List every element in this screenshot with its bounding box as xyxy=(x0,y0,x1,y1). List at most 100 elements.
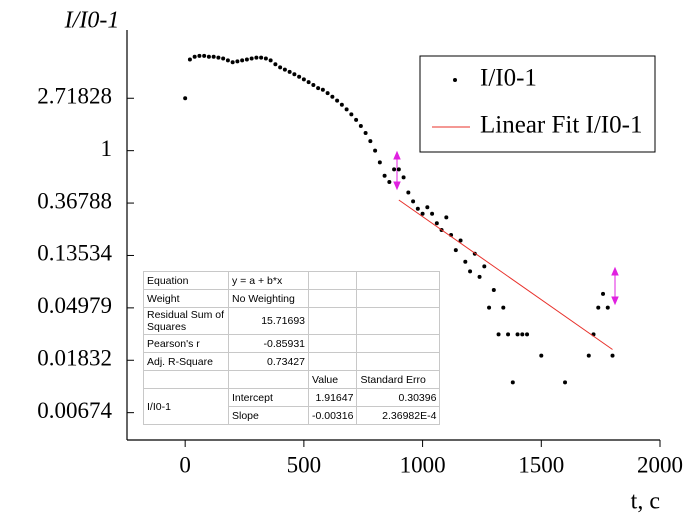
x-tick-label: 500 xyxy=(287,452,322,477)
x-tick-label: 0 xyxy=(179,452,191,477)
data-point xyxy=(520,332,525,337)
data-point xyxy=(311,83,316,88)
data-point xyxy=(335,98,340,103)
data-point xyxy=(358,124,363,129)
data-point xyxy=(225,58,230,63)
table-cell xyxy=(143,370,229,389)
data-point xyxy=(411,199,416,204)
table-cell xyxy=(356,289,441,308)
table-row: I/I0-1 Intercept 1.91647 0.30396 xyxy=(143,388,441,425)
data-point xyxy=(491,288,496,293)
data-point xyxy=(330,94,335,99)
table-cell: Pearson's r xyxy=(143,334,229,353)
table-cell xyxy=(356,271,441,290)
data-point xyxy=(278,65,283,70)
data-point xyxy=(430,211,435,216)
table-cell xyxy=(307,271,358,290)
data-point xyxy=(425,205,430,210)
data-point xyxy=(297,74,302,79)
data-point xyxy=(415,206,420,211)
data-point xyxy=(496,332,501,337)
table-cell: Weight xyxy=(143,289,229,308)
table-cell xyxy=(228,370,309,389)
data-point xyxy=(382,173,387,178)
legend-label: I/I0-1 xyxy=(480,65,537,92)
table-cell: -0.00316 xyxy=(307,406,358,425)
legend-label: Linear Fit I/I0-1 xyxy=(480,112,642,139)
x-tick-label: 1500 xyxy=(518,452,564,477)
data-point xyxy=(263,56,268,61)
data-point xyxy=(235,59,240,64)
data-point xyxy=(197,53,202,58)
data-point xyxy=(463,259,468,264)
table-row: Weight No Weighting xyxy=(143,289,441,308)
y-tick-label: 0.00674 xyxy=(37,398,112,423)
data-point xyxy=(596,305,601,310)
data-point xyxy=(183,96,188,101)
data-point xyxy=(482,264,487,269)
table-cell xyxy=(307,334,358,353)
data-point xyxy=(268,58,273,63)
table-cell: Slope xyxy=(228,406,309,425)
stats-table: Equation y = a + b*x Weight No Weighting Res… xyxy=(143,271,441,425)
table-cell: -0.85931 xyxy=(228,334,309,353)
table-cell xyxy=(307,307,358,335)
data-point xyxy=(453,248,458,253)
data-point xyxy=(515,332,520,337)
table-row: Residual Sum of Squares 15.71693 xyxy=(143,307,441,335)
table-cell: Equation xyxy=(143,271,229,290)
data-point xyxy=(339,102,344,107)
x-tick-label: 2000 xyxy=(637,452,683,477)
table-cell: Residual Sum of Squares xyxy=(143,307,229,335)
data-point xyxy=(320,87,325,92)
data-point xyxy=(202,53,207,58)
table-cell: Standard Erro xyxy=(356,370,441,389)
data-point xyxy=(468,269,473,274)
data-point xyxy=(444,215,449,220)
data-point xyxy=(192,54,197,59)
table-row: Adj. R-Square 0.73427 xyxy=(143,352,441,371)
data-point xyxy=(586,353,591,358)
data-point xyxy=(487,305,492,310)
table-cell: 0.73427 xyxy=(228,352,309,371)
data-point xyxy=(282,67,287,72)
data-point xyxy=(373,148,378,153)
table-cell xyxy=(307,352,358,371)
data-point xyxy=(230,60,235,65)
data-point xyxy=(221,56,226,61)
data-point xyxy=(325,91,330,96)
legend-box xyxy=(419,55,656,153)
data-point xyxy=(501,305,506,310)
data-point xyxy=(563,380,568,385)
data-point xyxy=(368,139,373,144)
y-tick-label: 0.04979 xyxy=(37,293,112,318)
data-point xyxy=(292,72,297,77)
data-point xyxy=(510,380,515,385)
y-tick-label: 1 xyxy=(101,136,113,161)
table-cell: 15.71693 xyxy=(228,307,309,335)
data-point xyxy=(377,160,382,165)
fit-line xyxy=(398,199,613,350)
y-tick-label: 0.01832 xyxy=(37,346,112,371)
y-tick-label: 0.13534 xyxy=(37,241,112,266)
data-point xyxy=(216,55,221,60)
data-point xyxy=(539,353,544,358)
data-point xyxy=(401,175,406,180)
x-tick-label: 1000 xyxy=(400,452,446,477)
data-point xyxy=(344,107,349,112)
table-cell: 1.91647 xyxy=(307,388,358,407)
table-cell: 2.36982E-4 xyxy=(356,406,441,425)
table-cell: Adj. R-Square xyxy=(143,352,229,371)
table-cell: y = a + b*x xyxy=(228,271,309,290)
table-cell xyxy=(356,352,441,371)
table-cell xyxy=(356,307,441,335)
data-point xyxy=(244,57,249,62)
data-point xyxy=(259,55,264,60)
data-point xyxy=(206,54,211,59)
data-point xyxy=(354,117,359,122)
data-point xyxy=(254,55,259,60)
table-cell: I/I0-1 xyxy=(143,388,229,425)
data-point xyxy=(458,238,463,243)
table-cell: Value xyxy=(307,370,358,389)
